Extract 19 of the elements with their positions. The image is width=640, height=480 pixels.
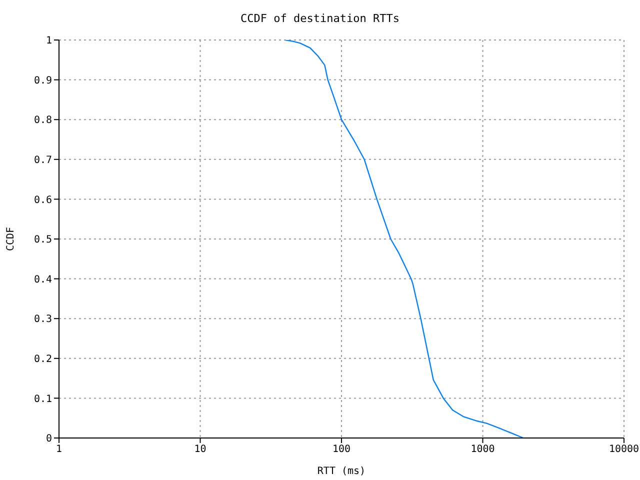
x-tick-label: 10 [194,444,206,456]
x-axis-title: RTT (ms) [317,466,366,477]
chart-title: CCDF of destination RTTs [240,12,400,25]
x-tick-label: 1 [56,444,62,456]
y-tick-label: 1 [46,36,52,47]
y-tick-label: 0.6 [34,194,52,206]
y-tick-label: 0.3 [34,314,52,326]
x-tick-label: 100 [332,444,351,456]
x-tick-label: 1000 [470,444,495,456]
y-tick-label: 0.8 [34,115,52,126]
y-tick-label: 0.2 [34,354,52,365]
x-tick-label: 10000 [608,444,640,456]
y-tick-label: 0 [46,434,52,445]
y-tick-label: 0.4 [34,274,52,286]
y-tick-label: 0.1 [34,394,52,405]
y-tick-label: 0.9 [34,75,52,86]
y-axis-title: CCDF [6,226,17,252]
y-tick-label: 0.5 [34,234,52,246]
y-tick-label: 0.7 [34,154,52,166]
